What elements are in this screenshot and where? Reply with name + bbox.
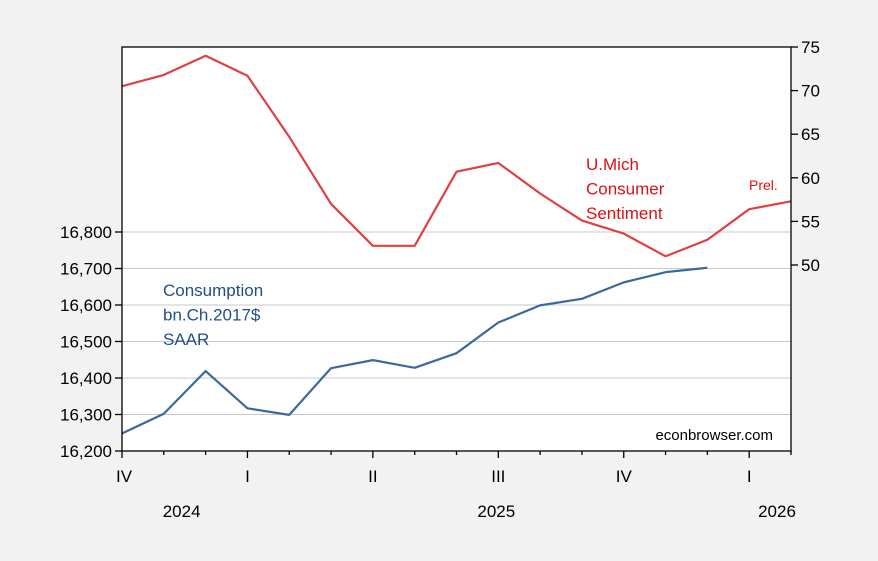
sentiment-label: Sentiment	[586, 204, 663, 223]
left-axis-tick-label: 16,800	[60, 223, 112, 242]
consumption-label: SAAR	[163, 330, 209, 349]
series-labels: Consumption bn.Ch.2017$ SAAR U.Mich Consumer…	[163, 155, 778, 349]
preliminary-annotation: Prel.	[749, 177, 778, 193]
left-axis-tick-label: 16,500	[60, 333, 112, 352]
x-axis-year-label: 2024	[163, 502, 201, 521]
right-axis-tick-label: 75	[801, 38, 820, 57]
x-axis-quarter-label: I	[245, 467, 250, 486]
right-axis-tick-label: 65	[801, 125, 820, 144]
x-axis-quarter-label: III	[491, 467, 505, 486]
watermark: econbrowser.com	[655, 427, 773, 444]
right-axis: 50 55 60 65 70 75	[791, 38, 820, 275]
x-axis-year-label: 2026	[758, 502, 796, 521]
consumption-label: Consumption	[163, 281, 263, 300]
left-axis-tick-label: 16,600	[60, 296, 112, 315]
series-layer	[121, 54, 792, 435]
gridlines	[122, 231, 791, 415]
right-axis-tick-label: 50	[801, 256, 820, 275]
x-axis-quarter-label: I	[747, 467, 752, 486]
consumption-label: bn.Ch.2017$	[163, 306, 261, 325]
sentiment-label: U.Mich	[586, 155, 639, 174]
left-axis: 16,200 16,300 16,400 16,500 16,600 16,700 16,8…	[60, 223, 122, 461]
right-axis-tick-label: 70	[801, 82, 820, 101]
x-axis-year-label: 2025	[477, 502, 515, 521]
x-axis-quarter-label: IV	[616, 467, 633, 486]
left-axis-tick-label: 16,200	[60, 442, 112, 461]
right-axis-tick-label: 60	[801, 169, 820, 188]
left-axis-tick-label: 16,300	[60, 406, 112, 425]
left-axis-tick-label: 16,400	[60, 369, 112, 388]
x-axis-quarter-label: IV	[116, 467, 133, 486]
plot-area	[122, 47, 791, 451]
sentiment-label: Consumer	[586, 180, 665, 199]
right-axis-tick-label: 55	[801, 212, 820, 231]
left-axis-tick-label: 16,700	[60, 260, 112, 279]
x-axis-quarter-label: II	[368, 467, 377, 486]
